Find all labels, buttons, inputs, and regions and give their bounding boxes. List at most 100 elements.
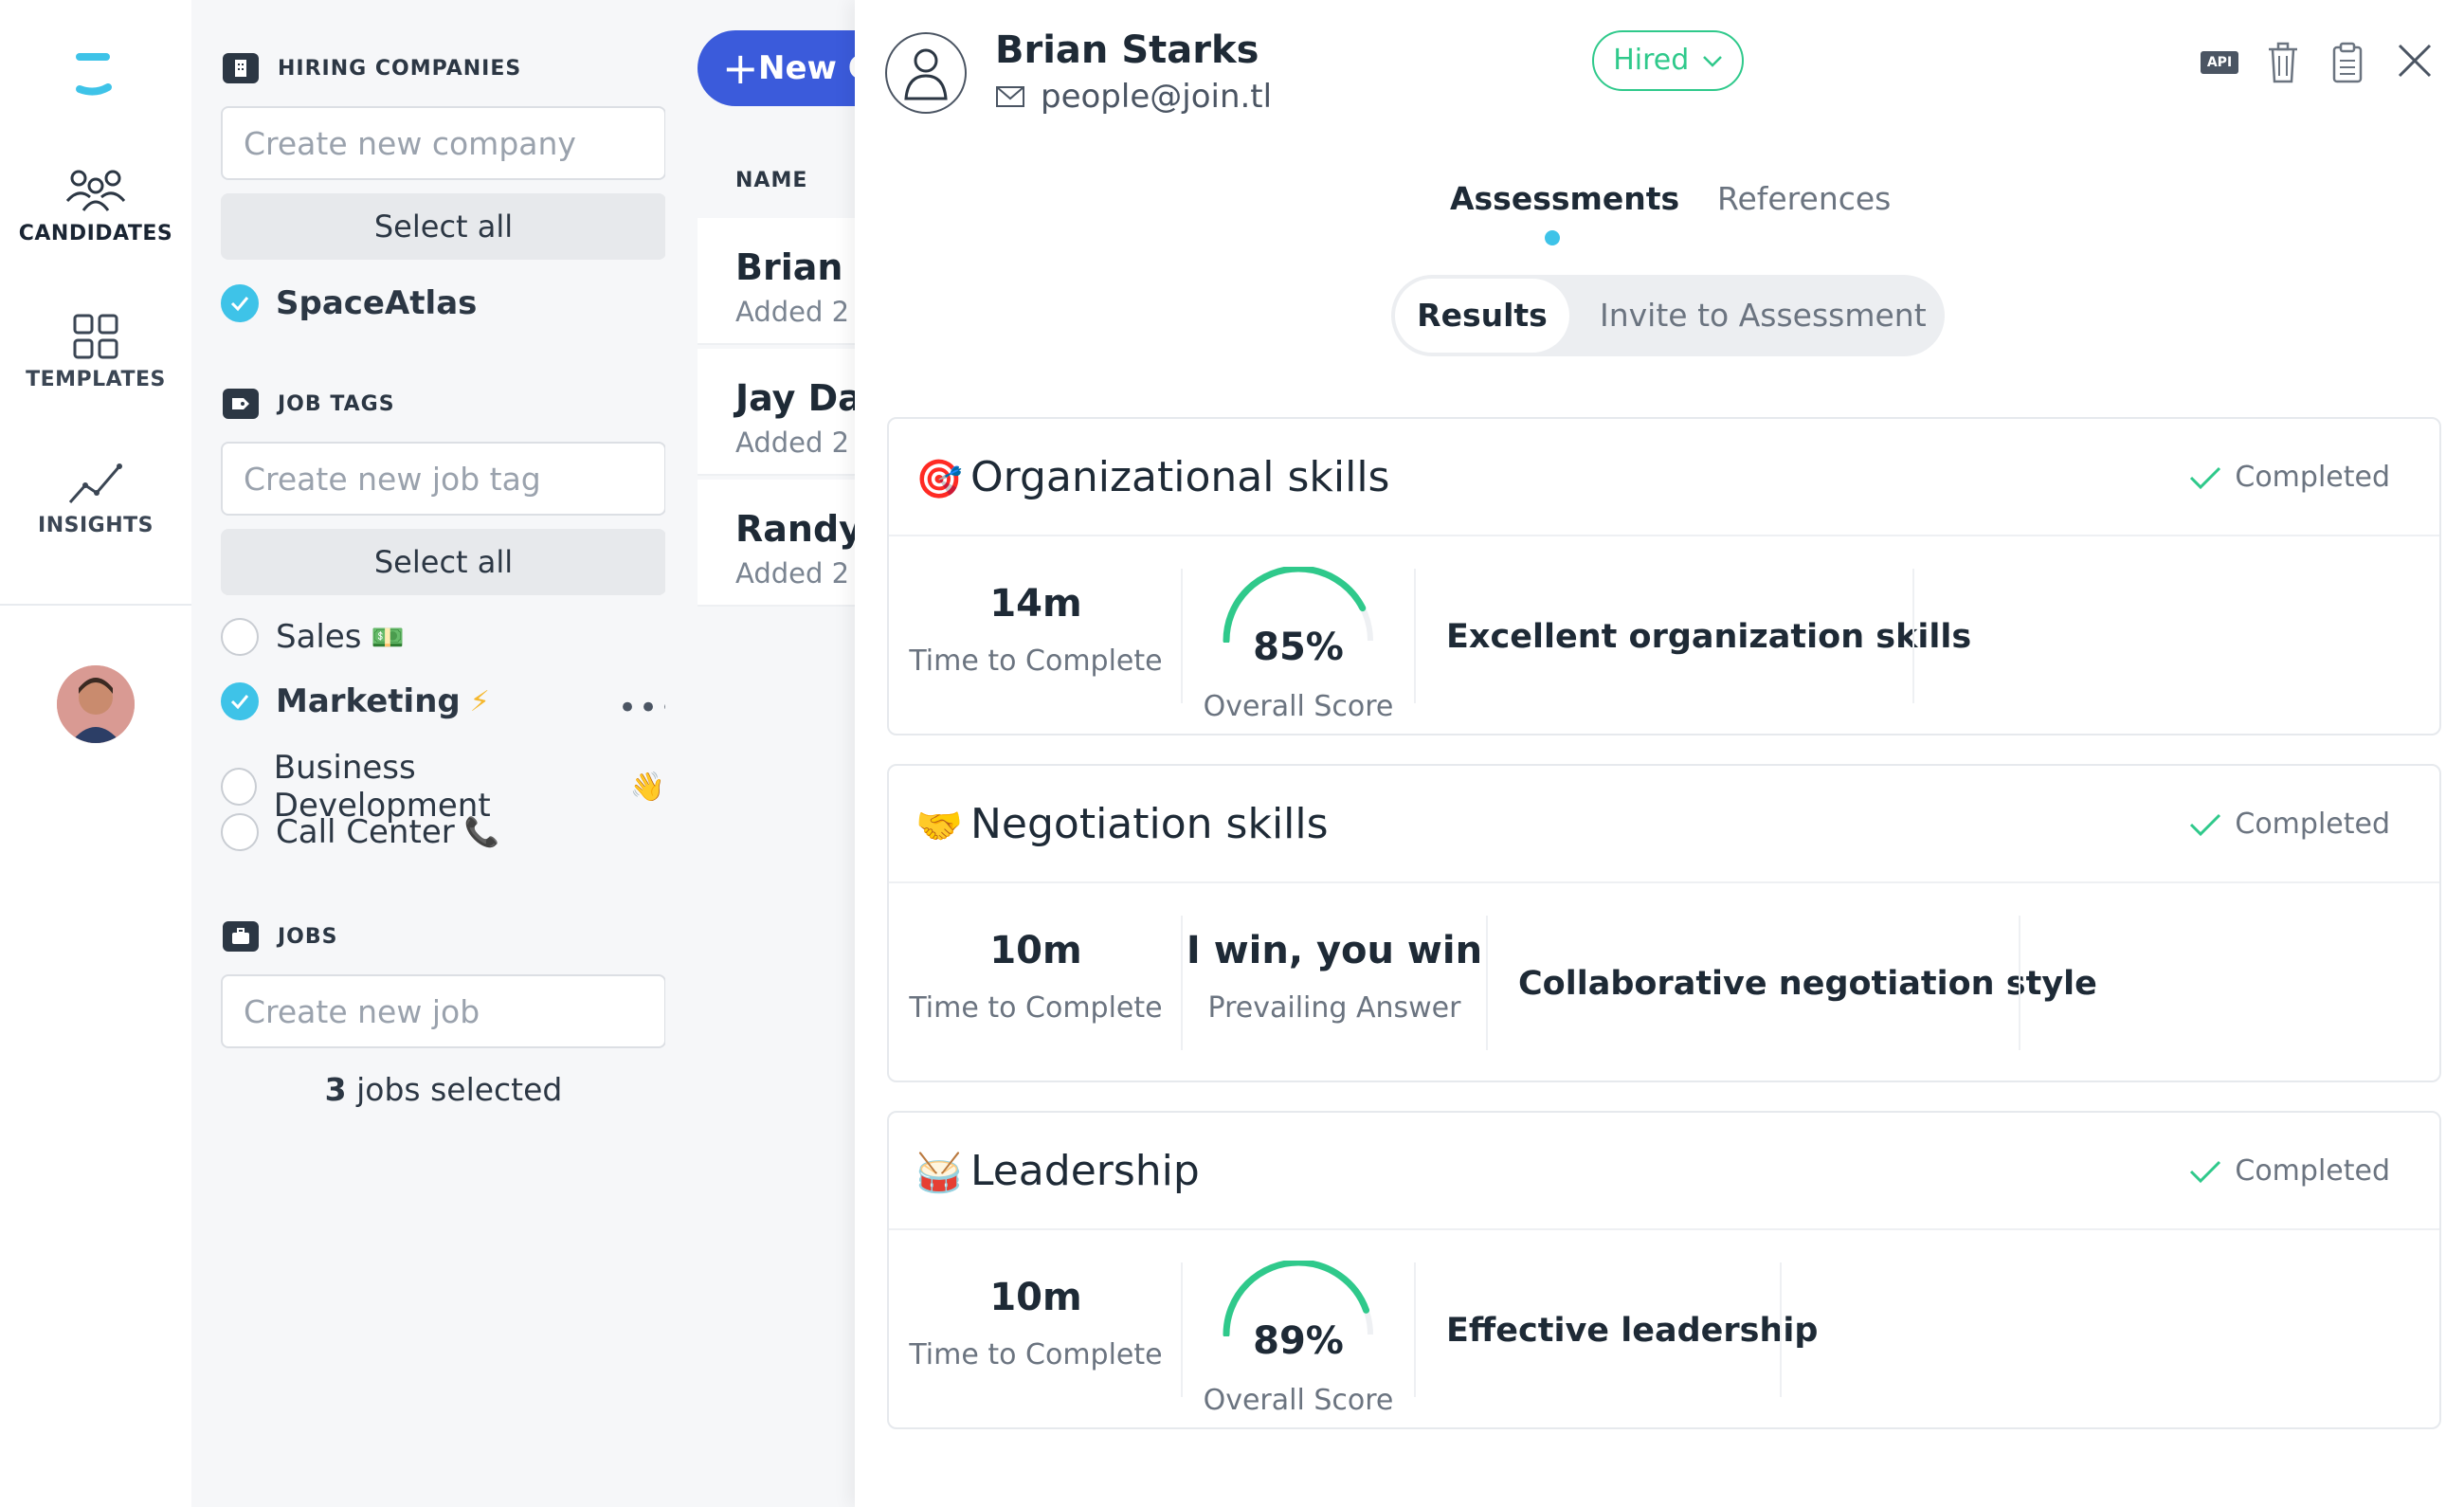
briefcase-icon — [223, 921, 259, 952]
segment-invite[interactable]: Invite to Assessment — [1600, 297, 1927, 334]
time-stat: 14m Time to Complete — [889, 569, 1183, 703]
stat-divider — [2019, 916, 2020, 1050]
nav-candidates[interactable]: CANDIDATES — [0, 167, 191, 245]
jobs-selected-label: jobs selected — [346, 1071, 563, 1108]
status-dropdown[interactable]: Hired — [1592, 30, 1744, 91]
candidate-list: + New C NAME Brian S Added 2 d Jay Dav A… — [665, 0, 855, 1507]
tab-assessments[interactable]: Assessments — [1450, 180, 1680, 217]
hiring-companies-header: HIRING COMPANIES — [223, 53, 521, 83]
time-label: Time to Complete — [909, 645, 1163, 678]
new-candidate-button[interactable]: + New C — [698, 30, 855, 106]
tag-item-call-center[interactable]: Call Center 📞 — [221, 813, 499, 851]
close-button[interactable] — [2396, 42, 2434, 83]
candidate-email[interactable]: people@join.tl — [995, 78, 1272, 116]
candidate-row[interactable]: Randy Added 2 d — [698, 480, 855, 607]
assessment-card-header[interactable]: 🤝 Negotiation skills Completed — [889, 766, 2439, 883]
answer-stat: I win, you win Prevailing Answer — [1183, 916, 1486, 1050]
clipboard-button[interactable] — [2331, 42, 2364, 87]
select-all-companies-button[interactable]: Select all — [221, 193, 666, 260]
candidate-full-name: Brian Starks — [995, 28, 1259, 72]
section-title: JOBS — [278, 924, 338, 949]
tag-item-sales[interactable]: Sales 💵 — [221, 618, 404, 656]
stat-divider — [1780, 1262, 1782, 1397]
time-stat: 10m Time to Complete — [889, 1262, 1183, 1397]
clipboard-icon — [2332, 42, 2363, 83]
name-column-header: NAME — [735, 169, 808, 192]
time-value: 10m — [989, 1276, 1082, 1319]
nav-label: INSIGHTS — [38, 514, 154, 537]
time-stat: 10m Time to Complete — [889, 916, 1183, 1050]
candidate-detail-panel: Brian Starks people@join.tl Hired API — [855, 0, 2464, 1507]
tag-label: Sales — [276, 618, 362, 656]
checkmark-icon — [2190, 813, 2221, 836]
assessment-title: Leadership — [970, 1147, 1200, 1195]
candidate-row[interactable]: Jay Dav Added 2 d — [698, 349, 855, 476]
tab-references[interactable]: References — [1717, 180, 1892, 217]
api-button[interactable]: API — [2201, 42, 2238, 74]
nav-templates[interactable]: TEMPLATES — [0, 313, 191, 391]
checkbox-unchecked[interactable] — [221, 618, 259, 656]
assessment-card-header[interactable]: 🥁 Leadership Completed — [889, 1113, 2439, 1230]
tag-icon — [223, 389, 259, 419]
select-all-tags-button[interactable]: Select all — [221, 529, 666, 595]
grid-icon — [73, 314, 118, 359]
company-item-spaceatlas[interactable]: SpaceAtlas — [221, 284, 477, 322]
score-gauge: 89% Overall Score — [1183, 1261, 1414, 1417]
jobs-header: JOBS — [223, 921, 338, 952]
status-completed: Completed — [2189, 1154, 2390, 1188]
waving-hand-icon: 👋 — [629, 770, 665, 804]
stat-divider — [1414, 1262, 1416, 1397]
trash-button[interactable] — [2267, 42, 2299, 87]
candidate-added: Added 2 d — [735, 557, 855, 590]
assessment-card-header[interactable]: 🎯 Organizational skills Completed — [889, 419, 2439, 536]
assessment-title: Organizational skills — [970, 453, 1390, 501]
api-icon: API — [2201, 51, 2238, 74]
section-title: JOB TAGS — [278, 391, 395, 416]
profile-avatar — [885, 32, 967, 114]
gauge-arc — [1223, 567, 1374, 643]
create-job-input[interactable] — [221, 974, 666, 1048]
stat-divider — [1486, 916, 1488, 1050]
segment-results[interactable]: Results — [1395, 279, 1569, 353]
status-text: Completed — [2235, 808, 2390, 841]
section-title: HIRING COMPANIES — [278, 56, 522, 81]
tag-item-marketing[interactable]: Marketing ⚡ — [221, 682, 490, 720]
tag-item-business-development[interactable]: Business Development 👋 — [221, 749, 665, 825]
building-icon — [223, 53, 259, 83]
job-tags-header: JOB TAGS — [223, 389, 395, 419]
nav-insights[interactable]: INSIGHTS — [0, 459, 191, 537]
stat-divider — [1414, 569, 1416, 703]
create-job-tag-input[interactable] — [221, 442, 666, 516]
checkbox-unchecked[interactable] — [221, 768, 257, 806]
candidate-added: Added 2 d — [735, 296, 855, 328]
company-label: SpaceAtlas — [276, 284, 478, 322]
checkmark-icon — [2190, 1160, 2221, 1183]
score-label: Overall Score — [1203, 1384, 1394, 1417]
money-icon: 💵 — [371, 621, 405, 653]
answer-label: Prevailing Answer — [1207, 991, 1461, 1025]
status-completed: Completed — [2189, 808, 2390, 841]
candidate-row[interactable]: Brian S Added 2 d — [698, 218, 855, 345]
jobs-selected-summary: 3 jobs selected — [221, 1071, 666, 1108]
filter-panel: HIRING COMPANIES Select all SpaceAtlas J… — [191, 0, 679, 1507]
assessment-card: 🎯 Organizational skills Completed 14m Ti… — [887, 417, 2441, 735]
stat-divider — [1181, 1262, 1183, 1397]
status-text: Completed — [2235, 461, 2390, 494]
score-label: Overall Score — [1203, 690, 1394, 723]
status-completed: Completed — [2189, 461, 2390, 494]
results-segmented-control: Results Invite to Assessment — [1391, 275, 1945, 356]
checkbox-checked[interactable] — [221, 682, 259, 720]
create-company-input[interactable] — [221, 106, 666, 180]
checkbox-unchecked[interactable] — [221, 813, 259, 851]
plus-icon: + — [722, 43, 759, 94]
candidate-name: Jay Dav — [735, 377, 855, 419]
user-avatar[interactable] — [57, 665, 135, 743]
checkbox-checked[interactable] — [221, 284, 259, 322]
stat-divider — [1912, 569, 1914, 703]
assessment-card: 🤝 Negotiation skills Completed 10m Time … — [887, 764, 2441, 1082]
time-value: 10m — [989, 929, 1082, 972]
assessment-summary: Excellent organization skills — [1446, 618, 1972, 656]
app-logo[interactable] — [66, 45, 123, 102]
line-chart-icon — [68, 463, 122, 503]
stat-divider — [1181, 569, 1183, 703]
